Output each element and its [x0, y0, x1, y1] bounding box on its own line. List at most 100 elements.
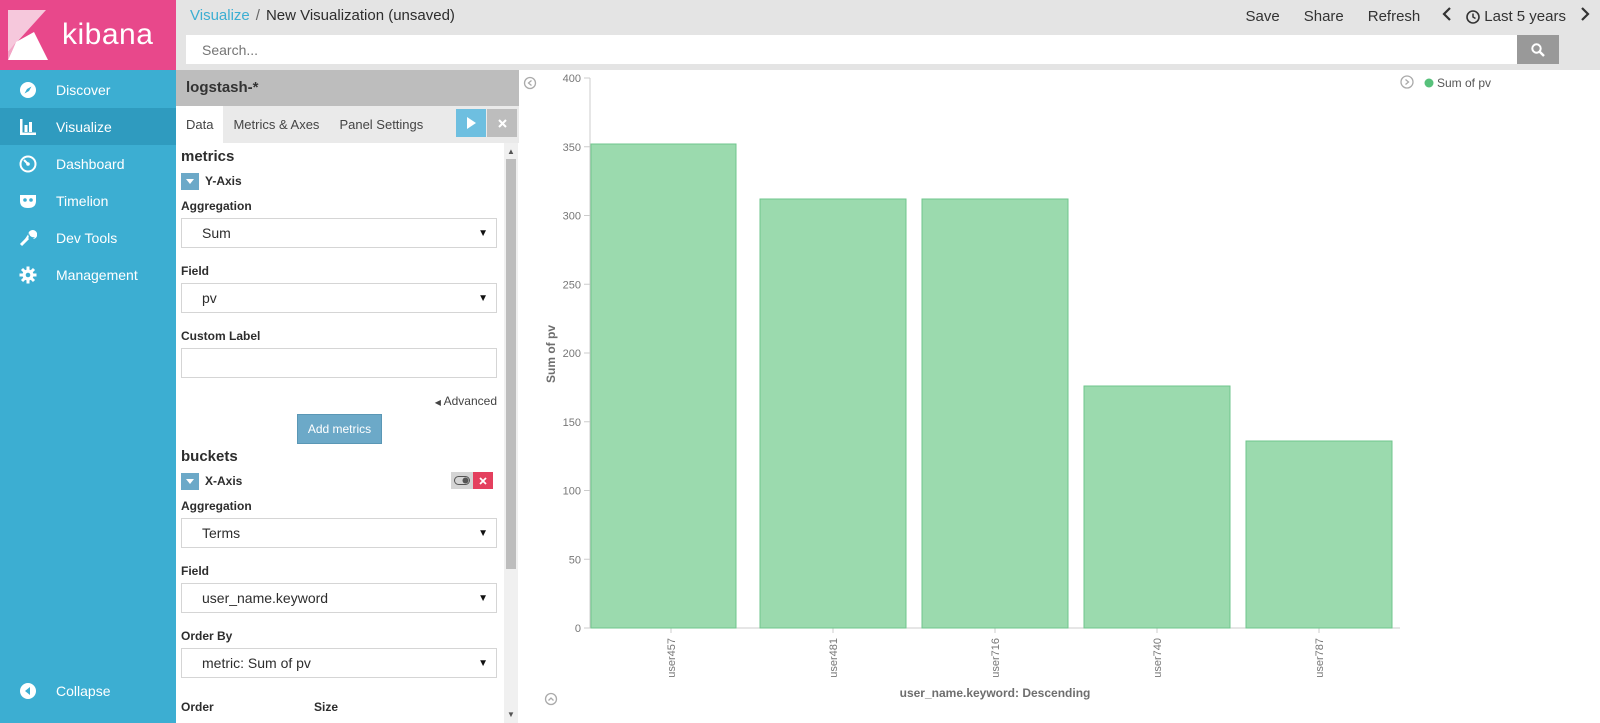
- apply-changes-button[interactable]: [456, 109, 486, 137]
- tab-panel-settings[interactable]: Panel Settings: [339, 117, 424, 132]
- order-label: Order: [181, 700, 214, 714]
- tab-metrics-axes[interactable]: Metrics & Axes: [233, 117, 320, 132]
- tab-data[interactable]: Data: [176, 106, 224, 143]
- x-aggregation-value: Terms: [202, 525, 241, 541]
- order-by-value: metric: Sum of pv: [202, 655, 311, 671]
- y-axis-title: Y-Axis: [205, 174, 242, 188]
- bar-chart: Sum of pv 0 50 100 150 200 250 300 350 400 user45…: [523, 73, 1492, 706]
- scrollbar-thumb[interactable]: [506, 159, 516, 569]
- scroll-down-arrow-icon[interactable]: ▼: [507, 710, 515, 719]
- caret-down-icon: ▼: [478, 592, 488, 604]
- sidebar-item-label: Dev Tools: [56, 229, 118, 246]
- close-icon: [497, 118, 507, 128]
- collapse-editor-toggle[interactable]: [523, 76, 537, 90]
- sidebar-item-management[interactable]: Management: [0, 256, 176, 293]
- close-icon: [479, 476, 487, 485]
- caret-down-icon: ▼: [478, 227, 488, 239]
- bar-user787[interactable]: [1245, 440, 1393, 629]
- search-input[interactable]: [186, 35, 1517, 64]
- timelion-mask-icon: [18, 191, 38, 211]
- breadcrumb: Visualize / New Visualization (unsaved): [190, 7, 455, 24]
- legend-dot: [1424, 78, 1434, 88]
- advanced-label: Advanced: [443, 394, 497, 408]
- bar-user481[interactable]: [759, 198, 907, 629]
- y-aggregation-value: Sum: [202, 225, 231, 241]
- kibana-logo[interactable]: kibana: [0, 0, 176, 70]
- sidebar-item-dashboard[interactable]: Dashboard: [0, 145, 176, 182]
- kibana-logo-text: kibana: [62, 18, 154, 51]
- y-tick-label: 300: [563, 211, 581, 223]
- dashboard-gauge-icon: [18, 154, 38, 174]
- y-tick-label: 100: [563, 486, 581, 498]
- y-field-value: pv: [202, 290, 217, 306]
- x-aggregation-select[interactable]: Terms ▼: [181, 518, 497, 548]
- x-axis-collapse-toggle[interactable]: [181, 472, 199, 490]
- custom-label-input[interactable]: [181, 348, 497, 378]
- x-axis-remove-button[interactable]: [473, 472, 493, 489]
- y-aggregation-select[interactable]: Sum ▼: [181, 218, 497, 248]
- bar-user716[interactable]: [921, 198, 1069, 629]
- y-axis-label: Sum of pv: [544, 325, 558, 383]
- top-nav-menu: Save Share Refresh Last 5 years: [1222, 7, 1590, 26]
- breadcrumb-visualize-link[interactable]: Visualize: [190, 7, 250, 24]
- share-button[interactable]: Share: [1303, 8, 1344, 25]
- visualization-area: Sum of pv 0 50 100 150 200 250 300 350 400 user45…: [519, 70, 1600, 723]
- sidebar-item-dev-tools[interactable]: Dev Tools: [0, 219, 176, 256]
- y-tick-label: 0: [575, 623, 581, 635]
- collapse-spy-toggle[interactable]: [544, 692, 558, 706]
- collapse-left-icon: [18, 681, 38, 701]
- x-axis-agg-header: X-Axis: [181, 471, 503, 491]
- y-tick-label: 400: [563, 73, 581, 85]
- expand-legend-toggle[interactable]: [1400, 75, 1414, 89]
- time-picker-button[interactable]: Last 5 years: [1466, 8, 1566, 25]
- bar-user457[interactable]: [590, 143, 737, 629]
- scroll-up-arrow-icon[interactable]: ▲: [507, 147, 515, 156]
- chart-legend[interactable]: Sum of pv: [1424, 76, 1492, 90]
- y-field-select[interactable]: pv ▼: [181, 283, 497, 313]
- y-aggregation-label: Aggregation: [181, 199, 252, 213]
- order-by-select[interactable]: metric: Sum of pv ▼: [181, 648, 497, 678]
- x-field-select[interactable]: user_name.keyword ▼: [181, 583, 497, 613]
- buckets-heading: buckets: [181, 448, 238, 465]
- add-metrics-button[interactable]: Add metrics: [297, 414, 382, 444]
- time-back-chevron-icon[interactable]: [1442, 7, 1452, 26]
- sidebar-item-discover[interactable]: Discover: [0, 71, 176, 108]
- y-tick-label: 250: [563, 279, 581, 291]
- caret-left-icon: ◀: [434, 398, 441, 407]
- vis-editor-sidebar: logstash-* Data Metrics & Axes Panel Set…: [176, 70, 519, 723]
- wrench-icon: [18, 228, 38, 248]
- y-axis-collapse-toggle[interactable]: [181, 172, 199, 190]
- discard-changes-button[interactable]: [487, 109, 517, 137]
- caret-down-icon: ▼: [478, 527, 488, 539]
- x-tick-label: user457: [666, 638, 678, 678]
- kibana-logo-icon: [8, 10, 50, 60]
- advanced-toggle[interactable]: ◀ Advanced: [181, 394, 497, 408]
- compass-icon: [18, 80, 38, 100]
- search-button[interactable]: [1517, 35, 1559, 64]
- y-tick-label: 350: [563, 142, 581, 154]
- play-icon: [467, 117, 476, 129]
- toggle-icon: [454, 476, 470, 485]
- refresh-button[interactable]: Refresh: [1367, 8, 1421, 25]
- editor-tabs: Data Metrics & Axes Panel Settings: [176, 106, 519, 143]
- x-tick-label: user481: [828, 638, 840, 678]
- search-bar: [186, 35, 1559, 64]
- collapse-sidebar-button[interactable]: Collapse: [0, 672, 176, 709]
- search-icon: [1531, 42, 1545, 57]
- sidebar: kibana Discover Visualize Dashboard Time…: [0, 0, 176, 723]
- caret-down-icon: ▼: [478, 657, 488, 669]
- sidebar-item-timelion[interactable]: Timelion: [0, 182, 176, 219]
- custom-label-label: Custom Label: [181, 329, 261, 343]
- sidebar-item-label: Timelion: [56, 192, 109, 209]
- sidebar-item-label: Dashboard: [56, 155, 125, 172]
- bar-user740[interactable]: [1083, 385, 1231, 629]
- sidebar-item-visualize[interactable]: Visualize: [0, 108, 176, 145]
- metrics-heading: metrics: [181, 148, 235, 165]
- y-tick-label: 50: [569, 554, 581, 566]
- editor-scrollbar[interactable]: ▲ ▼: [504, 143, 518, 723]
- x-axis-enable-toggle[interactable]: [451, 472, 473, 489]
- save-button[interactable]: Save: [1245, 8, 1280, 25]
- editor-body: metrics Y-Axis Aggregation Sum ▼ Field p…: [176, 143, 503, 723]
- x-tick-label: user740: [1152, 638, 1164, 678]
- time-forward-chevron-icon[interactable]: [1580, 7, 1590, 26]
